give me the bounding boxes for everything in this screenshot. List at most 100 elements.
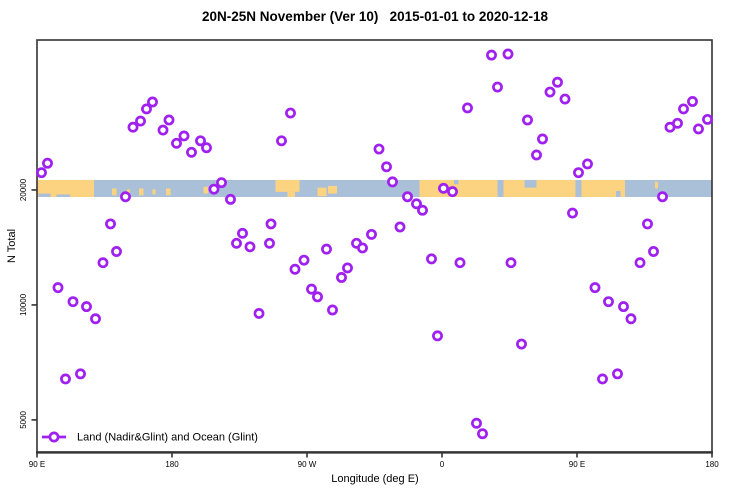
data-point: [60, 373, 71, 385]
x-tick-label: 0: [440, 460, 445, 469]
map-band-ocean-chip: [616, 191, 621, 197]
data-point: [625, 313, 637, 325]
map-band-land-segment: [139, 188, 144, 196]
data-point: [42, 157, 53, 169]
data-point: [264, 237, 275, 249]
data-point: [195, 135, 206, 147]
data-point: [522, 114, 533, 126]
data-point: [648, 246, 659, 257]
data-point: [693, 123, 704, 135]
data-point: [657, 191, 668, 203]
data-point: [438, 182, 449, 194]
data-point: [567, 207, 578, 219]
data-point: [289, 263, 301, 275]
map-band-ocean-chip: [38, 193, 51, 197]
x-tick-label: 180: [165, 460, 179, 469]
y-tick-label: 20000: [19, 178, 28, 201]
data-point: [603, 296, 614, 308]
map-band-land-segment: [655, 181, 658, 189]
plot-border: [36, 39, 713, 453]
data-point: [225, 193, 236, 205]
data-point: [432, 330, 443, 342]
map-band-land-segment: [127, 189, 130, 195]
data-point: [672, 117, 683, 129]
data-point: [634, 257, 646, 269]
map-band-land-segment: [152, 189, 156, 195]
data-point: [502, 48, 514, 60]
data-point: [447, 186, 458, 198]
data-point: [573, 167, 584, 179]
data-point: [462, 102, 473, 114]
data-point: [589, 282, 601, 294]
data-point: [253, 307, 265, 319]
map-band-land-segment: [419, 179, 498, 197]
data-point: [552, 76, 563, 88]
data-point: [618, 301, 629, 313]
y-tick-label: 5000: [19, 410, 28, 428]
data-point: [135, 115, 146, 127]
x-tick-label: 90 E: [29, 460, 45, 469]
data-point: [208, 183, 220, 195]
data-point: [342, 262, 353, 274]
data-point: [265, 218, 277, 230]
data-point: [171, 137, 182, 149]
map-band-land-segment: [275, 179, 300, 192]
x-tick-label: 90 E: [569, 460, 585, 469]
data-point: [687, 96, 698, 107]
data-point: [516, 338, 527, 350]
map-band-land-segment: [112, 188, 117, 196]
map-band-land-segment: [166, 188, 171, 196]
data-point: [81, 301, 92, 313]
data-point: [531, 149, 542, 161]
data-point: [321, 243, 332, 255]
data-point: [52, 282, 64, 294]
map-band-land-segment: [317, 187, 327, 197]
data-point: [544, 86, 556, 98]
data-point: [111, 246, 122, 257]
data-point: [702, 113, 713, 125]
map-band-ocean-chip: [524, 179, 537, 188]
data-point: [141, 103, 152, 115]
data-point: [186, 146, 197, 158]
data-point: [373, 143, 385, 155]
data-point: [327, 304, 338, 316]
data-point: [477, 428, 488, 440]
data-point: [201, 142, 212, 154]
data-point: [97, 257, 109, 269]
data-point: [244, 241, 256, 253]
chart-title: 20N-25N November (Ver 10) 2015-01-01 to …: [202, 9, 548, 24]
data-point: [312, 291, 323, 303]
data-point: [394, 221, 406, 233]
data-point: [411, 198, 422, 210]
data-point: [417, 204, 428, 216]
data-point: [387, 176, 398, 188]
data-point: [298, 254, 310, 266]
data-point: [357, 242, 368, 254]
data-point: [36, 167, 47, 179]
data-point: [505, 257, 517, 269]
x-tick-label: 180: [705, 460, 719, 469]
map-band-land-segment: [581, 179, 625, 197]
y-tick-label: 10000: [19, 293, 28, 316]
data-point: [454, 257, 466, 269]
data-point: [582, 158, 593, 170]
data-point: [381, 161, 392, 173]
x-axis-label: Longitude (deg E): [331, 473, 419, 485]
data-point: [336, 272, 347, 283]
data-point: [127, 121, 139, 133]
data-point: [157, 124, 169, 136]
x-tick-label: 90 W: [298, 460, 317, 469]
data-point: [492, 81, 503, 93]
data-point: [75, 368, 86, 380]
data-point: [276, 135, 287, 147]
data-point: [306, 283, 317, 295]
data-point: [426, 253, 437, 265]
data-point: [147, 96, 158, 108]
data-point: [402, 191, 413, 203]
data-point: [612, 368, 623, 380]
y-axis-label: N Total: [6, 228, 18, 264]
data-point: [216, 177, 227, 189]
map-band-ocean-chip: [56, 194, 70, 197]
data-point: [120, 191, 131, 203]
